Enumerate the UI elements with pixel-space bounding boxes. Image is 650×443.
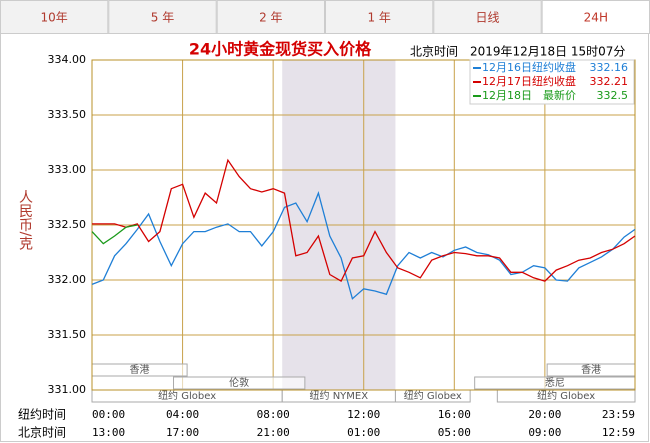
tab[interactable]: 10年	[0, 0, 109, 34]
tab-label: 1 年	[367, 11, 390, 25]
session-box	[173, 376, 306, 390]
tab-bg	[216, 0, 326, 34]
chart-title: 24小时黄金现货买入价格	[189, 40, 372, 59]
tab[interactable]: 1 年	[325, 0, 434, 34]
y-tick-label: 334.00	[48, 53, 87, 66]
legend-last: 332.21	[590, 75, 629, 88]
x2-tick-label: 21:00	[257, 426, 290, 439]
tab-bg	[108, 0, 217, 34]
x-tick-label: 12:00	[347, 408, 380, 421]
x-tick-label: 20:00	[528, 408, 561, 421]
tab-label: 10年	[41, 11, 68, 25]
tab-label: 24H	[584, 11, 608, 25]
x2-tick-label: 13:00	[92, 426, 125, 439]
session-label: 悉尼	[545, 377, 565, 389]
y-axis-label: 人民币/克	[17, 190, 33, 252]
x2-tick-label: 09:00	[528, 426, 561, 439]
tab-label: 5 年	[151, 11, 174, 25]
tab-bg	[325, 0, 434, 34]
tab-bg	[0, 0, 109, 34]
x-tick-label: 08:00	[257, 408, 290, 421]
session-label: 香港	[581, 364, 601, 376]
x2-tick-label: 01:00	[347, 426, 380, 439]
tab[interactable]: 5 年	[108, 0, 217, 34]
legend-box	[469, 59, 635, 105]
legend-name: 12月17日	[482, 75, 532, 88]
x2-tick-label: 05:00	[438, 426, 471, 439]
series-line	[92, 158, 636, 283]
tab-bg	[541, 0, 650, 34]
y-tick-label: 332.00	[48, 273, 87, 286]
legend-name: 12月16日	[482, 61, 532, 74]
x-tick-label: 23:59	[602, 408, 635, 421]
plot-border	[91, 59, 636, 391]
tab[interactable]: 日线	[433, 0, 542, 34]
x-tick-label: 04:00	[166, 408, 199, 421]
y-tick-label: 333.50	[48, 108, 87, 121]
tab-bar: 10年 5 年 2 年 1 年 日线 24H	[0, 0, 650, 34]
legend-label: 纽约收盘	[532, 60, 576, 74]
x2-tick-label: 17:00	[166, 426, 199, 439]
session-label: 纽约 Globex	[158, 389, 216, 402]
x-tick-label: 00:00	[92, 408, 125, 421]
legend-label: 最新价	[543, 88, 576, 102]
tab-bg	[433, 0, 542, 34]
y-tick-label: 331.00	[48, 383, 87, 396]
legend-name: 12月18日	[482, 89, 532, 102]
y-tick-label: 331.50	[48, 328, 87, 341]
x-tick-label: 16:00	[438, 408, 471, 421]
series-line	[91, 191, 636, 300]
x-row-label: 纽约时间	[18, 407, 66, 422]
tab-label: 2 年	[259, 11, 282, 25]
session-label: 香港	[130, 364, 150, 376]
x2-tick-label: 12:59	[602, 426, 635, 439]
series-line	[91, 224, 138, 245]
x2-row-label: 北京时间	[18, 426, 66, 440]
y-tick-label: 333.00	[48, 163, 87, 176]
session-label: 纽约 NYMEX	[310, 389, 369, 402]
session-label: 纽约 Globex	[404, 389, 462, 402]
timestamp: 北京时间 2019年12月18日 15时07分	[410, 45, 625, 59]
legend-label: 纽约收盘	[532, 74, 576, 88]
tab[interactable]: 2 年	[216, 0, 326, 34]
session-label: 伦敦	[229, 376, 249, 389]
session-label: 纽约 Globex	[537, 389, 595, 402]
tab-label: 日线	[475, 11, 499, 25]
tab[interactable]: 24H	[541, 0, 650, 34]
legend-last: 332.16	[590, 61, 629, 74]
legend-last: 332.5	[597, 89, 629, 102]
y-tick-label: 332.50	[48, 218, 87, 231]
